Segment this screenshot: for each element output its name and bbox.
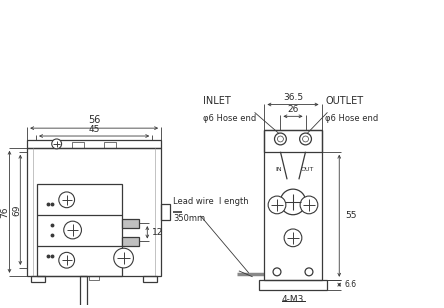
Circle shape <box>300 196 318 214</box>
Bar <box>122 237 139 246</box>
Text: 69: 69 <box>12 204 21 216</box>
Bar <box>258 280 327 290</box>
Circle shape <box>59 192 75 208</box>
Text: INLET: INLET <box>203 95 231 106</box>
Bar <box>89 276 99 280</box>
Text: 12: 12 <box>152 228 163 237</box>
Circle shape <box>273 268 281 276</box>
Circle shape <box>59 252 75 268</box>
Bar <box>104 142 116 148</box>
Text: 6.6: 6.6 <box>344 280 356 289</box>
Text: 55: 55 <box>345 211 357 220</box>
Circle shape <box>64 221 81 239</box>
Bar <box>265 130 321 152</box>
Circle shape <box>305 268 313 276</box>
Text: 56: 56 <box>88 115 100 125</box>
Text: 76: 76 <box>0 206 9 217</box>
Text: 350mm: 350mm <box>173 214 205 223</box>
Bar <box>27 148 161 276</box>
Text: Lead wire  l ength: Lead wire l ength <box>173 197 249 206</box>
Bar <box>265 130 321 280</box>
Circle shape <box>278 136 283 142</box>
Circle shape <box>274 133 286 145</box>
Circle shape <box>303 136 309 142</box>
Circle shape <box>268 196 286 214</box>
Bar <box>122 219 139 228</box>
Bar <box>37 184 122 276</box>
Bar <box>80 276 87 308</box>
Bar <box>161 204 170 220</box>
Text: IN: IN <box>275 167 282 172</box>
Text: OUTLET: OUTLET <box>325 95 364 106</box>
Text: 36.5: 36.5 <box>283 93 303 102</box>
Text: φ6 Hose end: φ6 Hose end <box>325 114 379 124</box>
Bar <box>31 276 45 282</box>
Text: 45: 45 <box>88 125 100 134</box>
Circle shape <box>300 133 311 145</box>
Circle shape <box>114 248 134 268</box>
Bar <box>143 276 157 282</box>
Text: 4-M3: 4-M3 <box>281 294 304 303</box>
Circle shape <box>52 139 62 149</box>
Bar <box>72 142 84 148</box>
Text: OUT: OUT <box>301 167 314 172</box>
Text: 26: 26 <box>287 105 299 114</box>
Text: φ6 Hose end: φ6 Hose end <box>203 114 257 124</box>
Bar <box>27 140 161 148</box>
Circle shape <box>280 189 306 215</box>
Circle shape <box>284 229 302 247</box>
